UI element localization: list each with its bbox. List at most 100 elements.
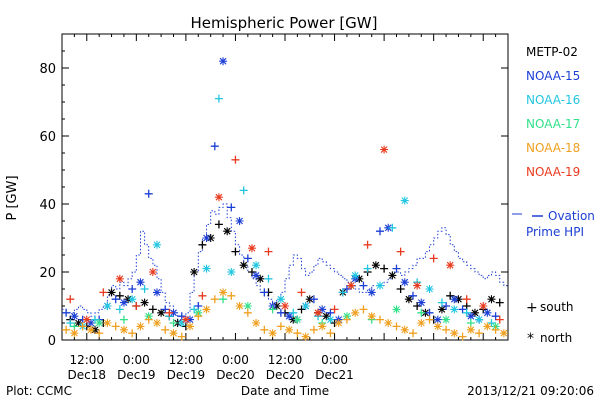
- south-marker: [210, 142, 219, 151]
- south-marker: [359, 281, 368, 290]
- north-marker: [119, 325, 128, 334]
- south-marker: [417, 308, 426, 317]
- south-marker: [396, 285, 405, 293]
- south-marker: [491, 325, 500, 334]
- south-marker: [91, 315, 100, 324]
- north-marker: [466, 325, 475, 334]
- north-marker: [128, 295, 137, 304]
- north-marker: [400, 325, 409, 334]
- north-marker: [483, 308, 492, 317]
- ovation-legend: Ovation Prime HPI: [512, 209, 595, 239]
- north-marker: [454, 295, 463, 304]
- north-marker: [371, 261, 380, 270]
- north-marker: [388, 271, 397, 280]
- north-marker: [318, 305, 327, 314]
- north-marker: [367, 312, 376, 321]
- south-marker: [425, 315, 434, 324]
- north-marker: [326, 315, 335, 324]
- south-marker: [128, 285, 137, 293]
- north-marker-label: north: [540, 331, 572, 345]
- y-tick-label: 40: [39, 198, 56, 213]
- south-marker: [194, 312, 203, 321]
- north-marker: [91, 325, 100, 334]
- south-marker: [326, 308, 335, 317]
- south-marker: [392, 264, 401, 273]
- north-marker: [450, 329, 459, 338]
- north-marker: [417, 319, 426, 327]
- north-marker: [466, 312, 475, 321]
- x-tick-date-label: Dec20: [266, 368, 305, 382]
- south-marker: [409, 291, 418, 300]
- north-marker: [446, 261, 455, 270]
- south-marker: [231, 247, 240, 256]
- south-marker: [148, 305, 157, 314]
- south-marker: [392, 322, 401, 331]
- north-marker: [417, 298, 426, 307]
- north-marker: [243, 302, 252, 310]
- south-marker: [169, 319, 178, 327]
- north-marker: [235, 217, 244, 225]
- south-marker: [243, 254, 252, 263]
- south-marker: [264, 274, 273, 283]
- north-marker: [289, 315, 298, 324]
- south-marker: [495, 298, 504, 307]
- series-marks: [62, 57, 508, 341]
- north-marker: [219, 57, 228, 66]
- south-marker: [446, 291, 455, 300]
- y-tick-label: 20: [39, 266, 56, 281]
- x-tick-time-label: 0:00: [222, 353, 249, 367]
- north-marker: [293, 315, 302, 324]
- north-marker: [450, 295, 459, 304]
- south-marker: [458, 305, 467, 314]
- marker-legend: + south * north: [526, 300, 574, 347]
- north-marker: [355, 274, 364, 283]
- legend-entry: NOAA-17: [526, 117, 580, 131]
- north-marker: [252, 319, 261, 327]
- x-tick-date-label: Dec20: [216, 368, 255, 382]
- south-marker: [144, 315, 153, 324]
- x-tick-time-label: 12:00: [169, 353, 204, 367]
- series-noaa-15: [62, 57, 500, 327]
- ovation-legend-label-2: Prime HPI: [526, 225, 584, 239]
- south-marker: [491, 312, 500, 321]
- y-tick-label: 0: [48, 334, 56, 349]
- north-marker: [499, 329, 508, 338]
- north-marker: [285, 325, 294, 334]
- x-tick-date-label: Dec18: [68, 368, 107, 382]
- south-marker: [144, 189, 153, 198]
- south-marker: [297, 288, 306, 297]
- north-marker: [95, 319, 104, 327]
- north-marker: [413, 281, 422, 290]
- south-marker: [289, 308, 298, 317]
- north-marker: [107, 288, 116, 297]
- south-marker: [161, 325, 170, 334]
- north-marker: [82, 315, 91, 324]
- legend-entry: NOAA-15: [526, 69, 580, 83]
- south-marker: [66, 319, 75, 327]
- south-marker: [442, 302, 451, 310]
- south-marker: [363, 240, 372, 249]
- x-tick-time-label: 12:00: [268, 353, 303, 367]
- south-marker: [388, 223, 397, 232]
- north-marker: [400, 196, 409, 205]
- south-marker: [128, 329, 137, 338]
- north-marker: [177, 319, 186, 327]
- south-marker: [462, 302, 471, 310]
- south-marker: [409, 329, 418, 338]
- south-marker: [342, 315, 351, 324]
- north-marker: [223, 227, 232, 236]
- north-marker: [152, 288, 161, 297]
- south-marker: [442, 325, 451, 334]
- north-marker: [136, 322, 145, 331]
- north-marker: [334, 319, 343, 327]
- south-marker: [293, 329, 302, 338]
- north-marker: [367, 288, 376, 297]
- north-marker: [252, 271, 261, 280]
- north-marker: [235, 302, 244, 310]
- legend: METP-02 NOAA-15 NOAA-16 NOAA-17 NOAA-18 NOAA-…: [526, 45, 580, 179]
- south-marker: [462, 308, 471, 317]
- x-tick-date-label: Dec21: [315, 368, 354, 382]
- legend-entry: NOAA-16: [526, 93, 580, 107]
- south-marker: [177, 332, 186, 341]
- north-marker: [115, 274, 124, 283]
